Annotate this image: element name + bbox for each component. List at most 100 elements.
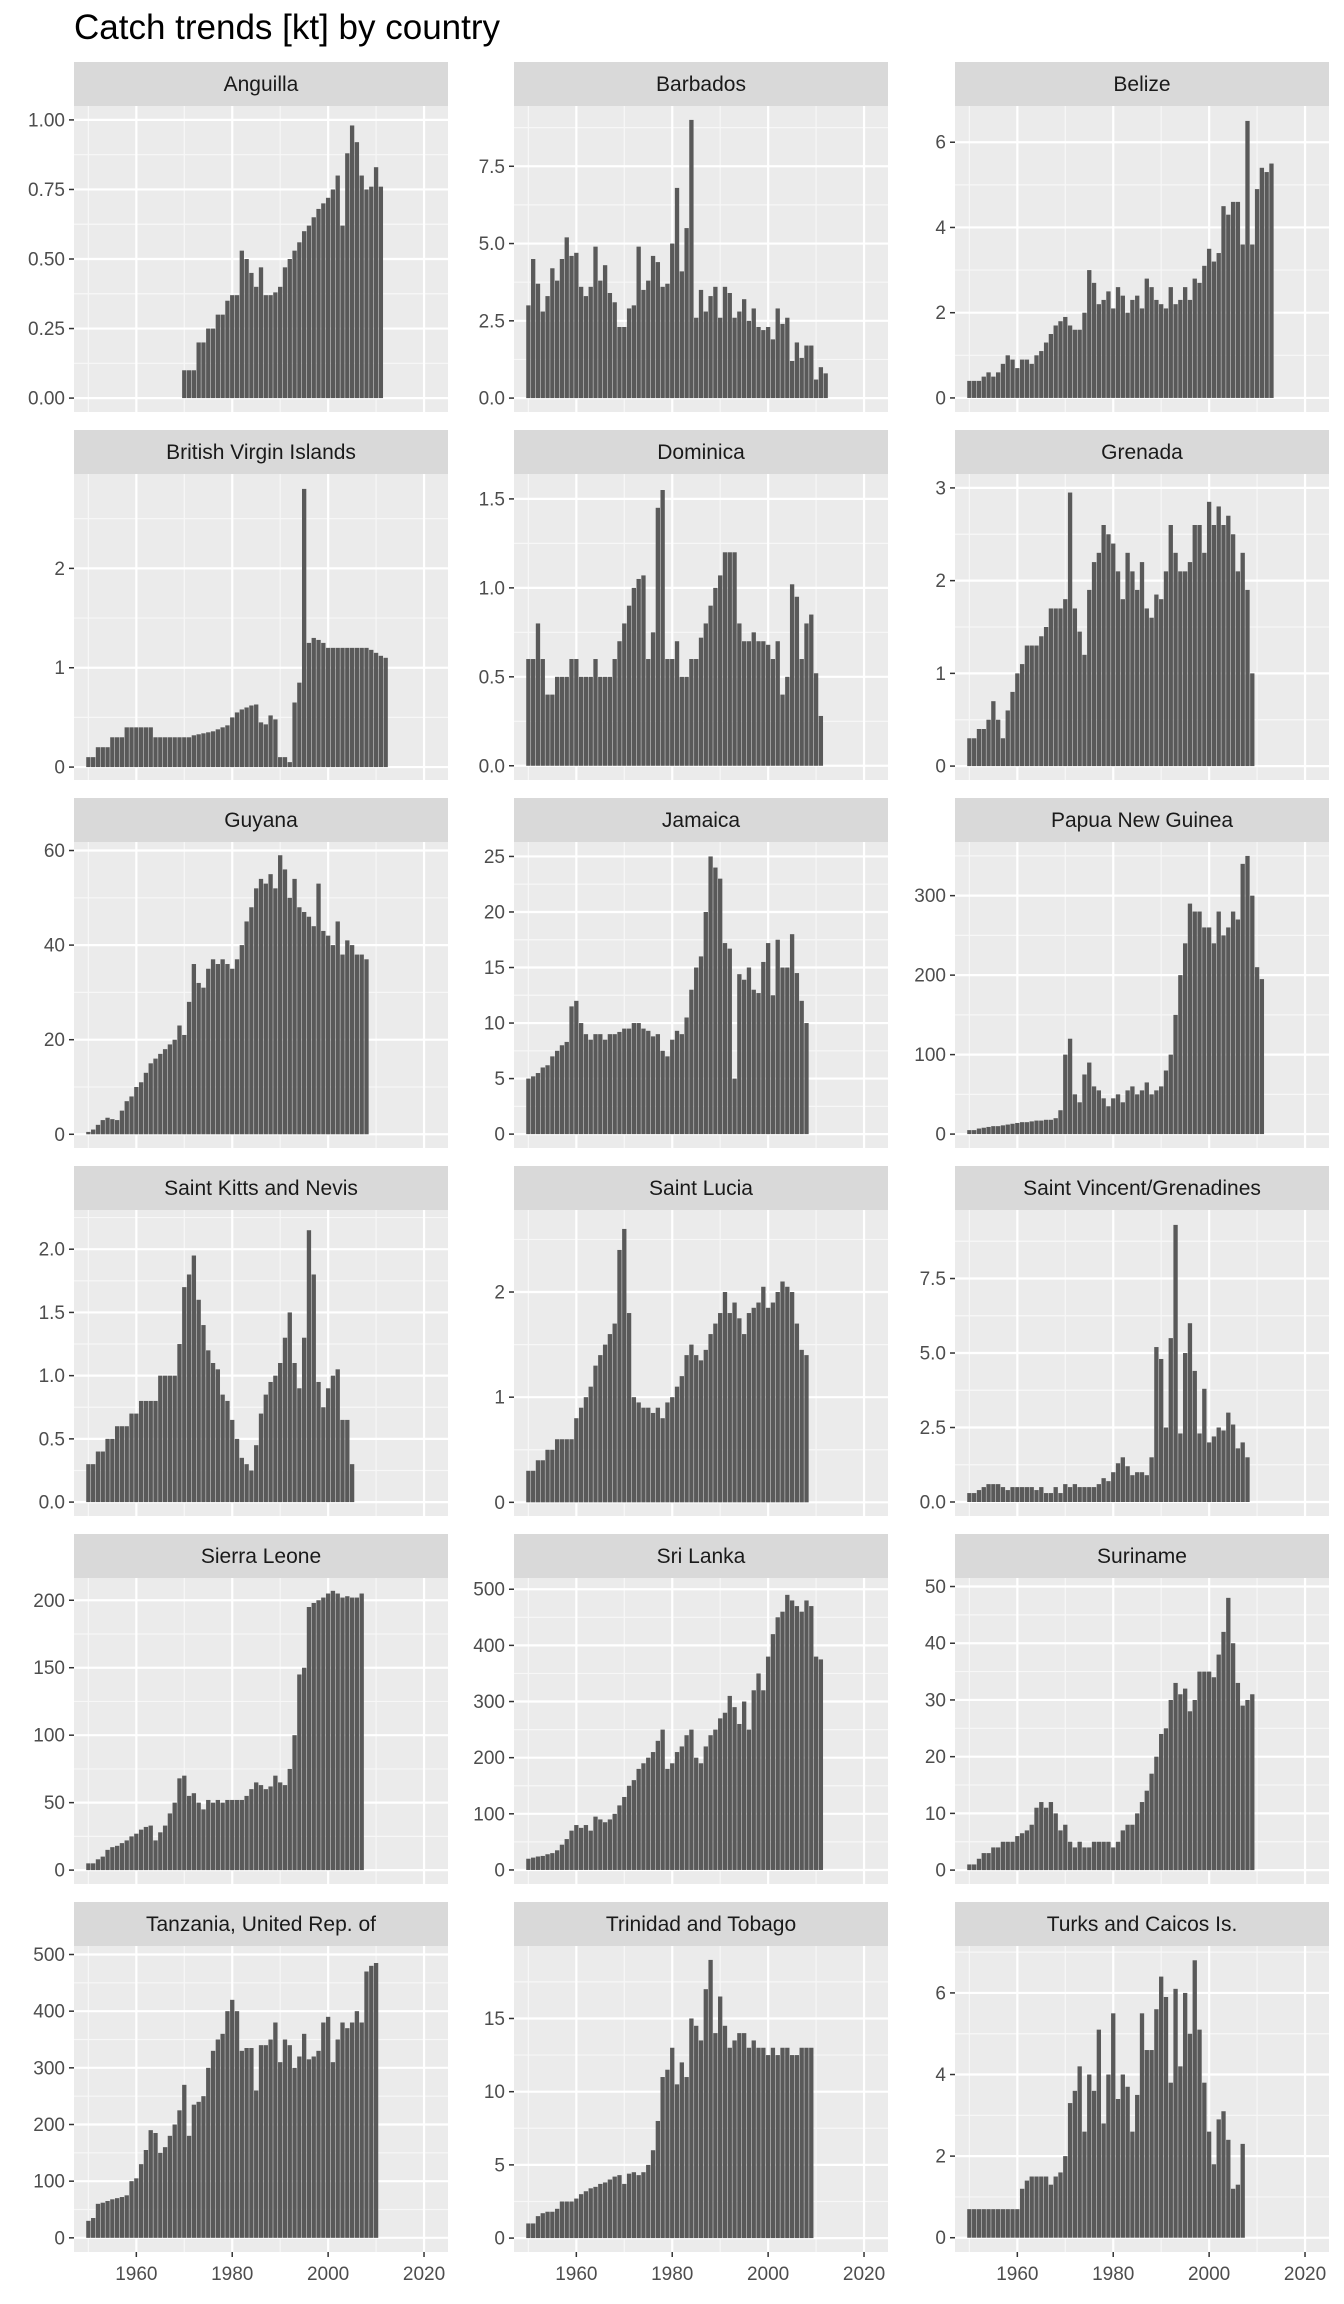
bar (554, 1050, 560, 1135)
y-tick-label: 0.50 (28, 250, 65, 271)
bar (1010, 691, 1015, 767)
bar (751, 1690, 756, 1870)
bar (641, 1763, 646, 1870)
bar (1197, 282, 1202, 398)
facet-strip (514, 798, 888, 842)
bar (626, 1785, 632, 1870)
facet-strip (514, 1902, 888, 1946)
bar (698, 289, 704, 399)
bar (578, 2194, 584, 2239)
bar (86, 1131, 91, 1135)
bar (182, 737, 187, 768)
bar (1053, 325, 1058, 398)
bar (780, 694, 785, 766)
bar (818, 1659, 824, 1870)
bar (660, 490, 665, 766)
bar (354, 142, 360, 399)
facet-panel: Dominica 0.0 0.5 1.0 1.5 (479, 430, 888, 780)
bar (345, 647, 350, 768)
bar (694, 659, 699, 766)
bar (124, 727, 129, 768)
bar (794, 342, 800, 399)
bar (636, 1402, 641, 1503)
bar (301, 1667, 307, 1871)
bar (364, 959, 369, 1135)
bar (727, 948, 732, 1135)
bar (138, 727, 144, 768)
bar (1130, 2131, 1135, 2238)
bar (1029, 363, 1034, 398)
bar (1120, 599, 1125, 767)
bar (737, 311, 742, 399)
facet-strip (955, 1166, 1329, 1210)
y-tick-label: 0.0 (479, 389, 505, 410)
bar (554, 2208, 560, 2239)
y-tick-label: 6 (935, 1983, 946, 2004)
bar (794, 1606, 800, 1870)
bar (770, 339, 776, 399)
y-tick-label: 40 (44, 936, 65, 957)
bar (1120, 295, 1125, 398)
bar (665, 1056, 670, 1135)
bar (316, 1381, 321, 1503)
bar (617, 327, 622, 399)
bar (718, 317, 723, 399)
y-tick-label: 100 (33, 2172, 65, 2193)
bar (1005, 2209, 1010, 2238)
y-tick-label: 10 (484, 2082, 505, 2103)
bar (1269, 163, 1274, 398)
bar (1135, 1094, 1140, 1135)
bar (531, 1857, 536, 1870)
bar (1250, 244, 1255, 398)
bar (775, 939, 780, 1135)
y-tick-label: 0 (54, 2228, 65, 2249)
bar (1240, 1705, 1245, 1871)
bar (1091, 1086, 1097, 1135)
facet-panel: Turks and Caicos Is. 0 2 4 6 1960 1980 2000 2020 (935, 1902, 1329, 2285)
bar (1125, 2086, 1130, 2238)
bar (674, 641, 680, 766)
bar (273, 719, 278, 768)
bar (220, 2033, 225, 2238)
facet-strip-label: Jamaica (662, 809, 741, 832)
bar (540, 311, 545, 399)
bar (727, 552, 732, 766)
bar (631, 305, 637, 399)
facet-strip (514, 430, 888, 474)
bar (780, 1611, 785, 1870)
bar (765, 1307, 771, 1503)
bar (737, 1318, 742, 1503)
y-tick-label: 1.5 (479, 489, 505, 510)
bar (1264, 172, 1269, 398)
bar (340, 225, 345, 399)
bar (535, 1073, 541, 1135)
y-tick-label: 4 (935, 2065, 946, 2086)
bar (114, 1426, 120, 1503)
bar (1159, 1976, 1164, 2238)
bar (641, 1028, 646, 1135)
bar (86, 757, 91, 768)
bar (1087, 1062, 1092, 1135)
bar (1182, 943, 1188, 1135)
bar (1202, 927, 1207, 1135)
bar (718, 1996, 723, 2239)
bar (809, 1606, 814, 1870)
bar (1029, 1824, 1034, 1871)
bar (1115, 571, 1121, 767)
bar (244, 1795, 249, 1871)
bar (722, 1292, 728, 1503)
bar (1178, 299, 1183, 398)
bar (201, 342, 206, 399)
bar (148, 2130, 153, 2238)
bar (789, 361, 795, 399)
bar (1043, 1807, 1049, 1871)
bar (330, 189, 336, 399)
bar (249, 1470, 254, 1503)
bar (737, 623, 742, 766)
bar (540, 1067, 545, 1135)
bar (1168, 1338, 1173, 1502)
bar (789, 934, 795, 1135)
bar (273, 2022, 278, 2238)
bar (1015, 1487, 1020, 1502)
bar (263, 2045, 268, 2238)
